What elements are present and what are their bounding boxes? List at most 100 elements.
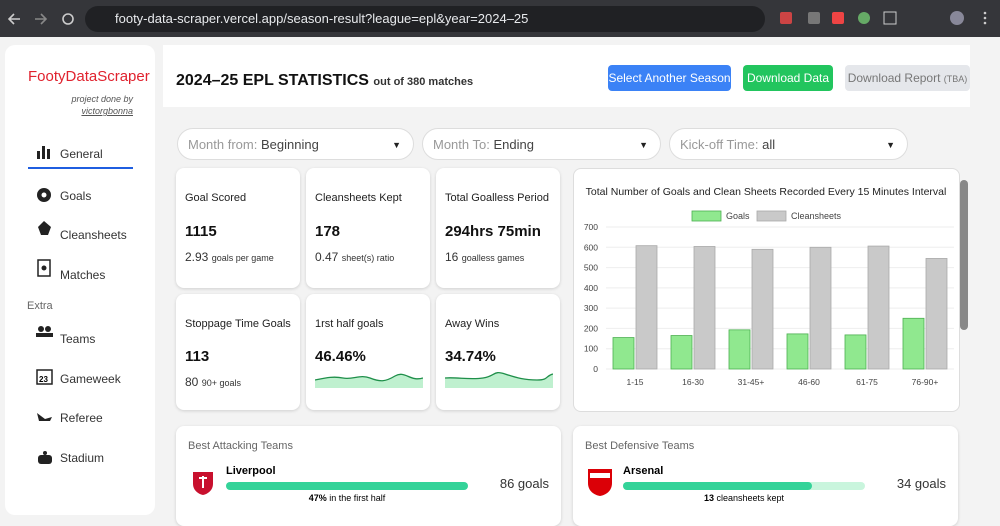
legend-swatch (691, 210, 722, 222)
filter-value: all (762, 137, 776, 152)
x-tick-label: 16-30 (682, 377, 704, 387)
nav-item[interactable]: Cleansheets (60, 228, 127, 242)
stat-card: Goal Scored 1115 2.93 goals per game (176, 168, 300, 288)
team-name[interactable]: Liverpool (226, 465, 276, 477)
card-value: 34.74% (445, 348, 496, 365)
x-tick-label: 61-75 (856, 377, 878, 387)
sparkline (445, 372, 553, 388)
team-stat: 34 goals (896, 476, 946, 491)
credit: project done by (71, 94, 133, 104)
stat-card: Away Wins 34.74% (436, 294, 560, 410)
select-season-button[interactable]: Select Another Season (608, 65, 731, 91)
progress-bar (623, 482, 812, 490)
card-sub-value: 2.93 (185, 250, 209, 264)
card-title: Total Goalless Period (445, 192, 549, 204)
section-label: Extra (27, 300, 53, 312)
team-name[interactable]: Arsenal (623, 465, 664, 477)
header (163, 45, 970, 107)
extension-icons (780, 11, 987, 25)
nav-icons: 23 (36, 146, 53, 464)
card-value: 178 (315, 223, 341, 240)
card-value: 113 (185, 348, 210, 365)
bar (902, 317, 925, 370)
author-link[interactable]: victorgbonna (81, 106, 133, 116)
chart-title: Total Number of Goals and Clean Sheets R… (586, 186, 947, 198)
active-indicator (28, 167, 133, 169)
stat-card: 1rst half goals 46.46% (306, 294, 430, 410)
svg-text:23: 23 (39, 375, 48, 384)
filter[interactable]: Kick-off Time: all ▼ (669, 128, 908, 160)
y-tick-label: 500 (584, 263, 598, 273)
card-value: 46.46% (315, 348, 366, 365)
chart-card: Total Number of Goals and Clean Sheets R… (573, 168, 960, 412)
card-sub-text: sheet(s) ratio (341, 253, 395, 263)
y-tick-label: 100 (584, 344, 598, 354)
team-card: Best Defensive Teams Arsenal 13 cleanshe… (573, 426, 958, 526)
bar (612, 337, 635, 370)
bar (728, 329, 751, 370)
card-title: Best Defensive Teams (585, 440, 695, 452)
nav-item[interactable]: Gameweek (60, 372, 121, 386)
filter-label: Month from: (188, 137, 258, 152)
y-tick-label: 300 (584, 303, 598, 313)
nav-item[interactable]: Goals (60, 189, 92, 203)
card-sub-value: 80 (185, 375, 199, 389)
x-tick-label: 31-45+ (738, 377, 765, 387)
bar (867, 245, 890, 370)
card-sub-text: goals per game (211, 253, 274, 263)
note-text: cleansheets kept (716, 493, 785, 503)
card-title: Goal Scored (185, 192, 247, 204)
bar (751, 248, 774, 370)
card-value: 294hrs 75min (445, 223, 541, 240)
download-data-button[interactable]: Download Data (743, 65, 833, 91)
bar (809, 246, 832, 370)
title: 2024–25 EPL STATISTICS (176, 72, 369, 89)
bar (844, 334, 867, 370)
note-value: 47% (308, 493, 327, 503)
stat-card: Cleansheets Kept 178 0.47 sheet(s) ratio (306, 168, 430, 288)
chart: Total Number of Goals and Clean Sheets R… (584, 186, 954, 387)
legend-label: Cleansheets (791, 211, 842, 221)
sidebar: FootyDataScraper project done by victorg… (5, 45, 155, 515)
filter-label: Kick-off Time: (680, 137, 759, 152)
card-title: Best Attacking Teams (188, 440, 293, 452)
stat-card: Total Goalless Period 294hrs 75min 16 go… (436, 168, 560, 288)
scrollbar[interactable] (960, 180, 968, 330)
address-bar[interactable]: footy-data-scraper.vercel.app/season-res… (85, 6, 765, 32)
nav-item[interactable]: General (60, 147, 103, 161)
sparkline (315, 373, 423, 388)
y-tick-label: 700 (584, 222, 598, 232)
note-text: in the first half (329, 493, 386, 503)
bar (635, 245, 658, 370)
filter[interactable]: Month from: Beginning ▼ (177, 128, 414, 160)
nav-item[interactable]: Stadium (60, 451, 105, 465)
team-card: Best Attacking Teams Liverpool 47% in th… (176, 426, 561, 526)
bar (670, 335, 693, 370)
nav-item[interactable]: Teams (60, 332, 96, 346)
team-crest (193, 472, 213, 495)
legend-label: Goals (726, 211, 750, 221)
page-title: 2024–25 EPL STATISTICS out of 380 matche… (176, 72, 473, 90)
y-tick-label: 400 (584, 283, 598, 293)
card-sub-value: 0.47 (315, 250, 339, 264)
y-tick-label: 0 (593, 364, 598, 374)
nav-item[interactable]: Referee (60, 411, 103, 425)
subtitle: out of 380 matches (373, 76, 474, 88)
x-tick-label: 76-90+ (912, 377, 939, 387)
brand[interactable]: FootyDataScraper (28, 68, 150, 85)
nav-item[interactable]: Matches (60, 268, 106, 282)
browser-bar: footy-data-scraper.vercel.app/season-res… (0, 0, 1000, 37)
filter-label: Month To: (433, 137, 490, 152)
team-crest (588, 469, 612, 496)
filter-value: Beginning (260, 137, 319, 152)
stat-card: Stoppage Time Goals 113 80 90+ goals (176, 294, 300, 410)
filter[interactable]: Month To: Ending ▼ (422, 128, 661, 160)
download-report-button[interactable]: Download Report (TBA) (845, 65, 970, 91)
y-tick-label: 200 (584, 323, 598, 333)
card-value: 1115 (185, 223, 217, 240)
card-title: 1rst half goals (315, 318, 384, 330)
legend-swatch (756, 210, 787, 222)
card-title: Stoppage Time Goals (185, 318, 291, 330)
y-tick-label: 600 (584, 242, 598, 252)
